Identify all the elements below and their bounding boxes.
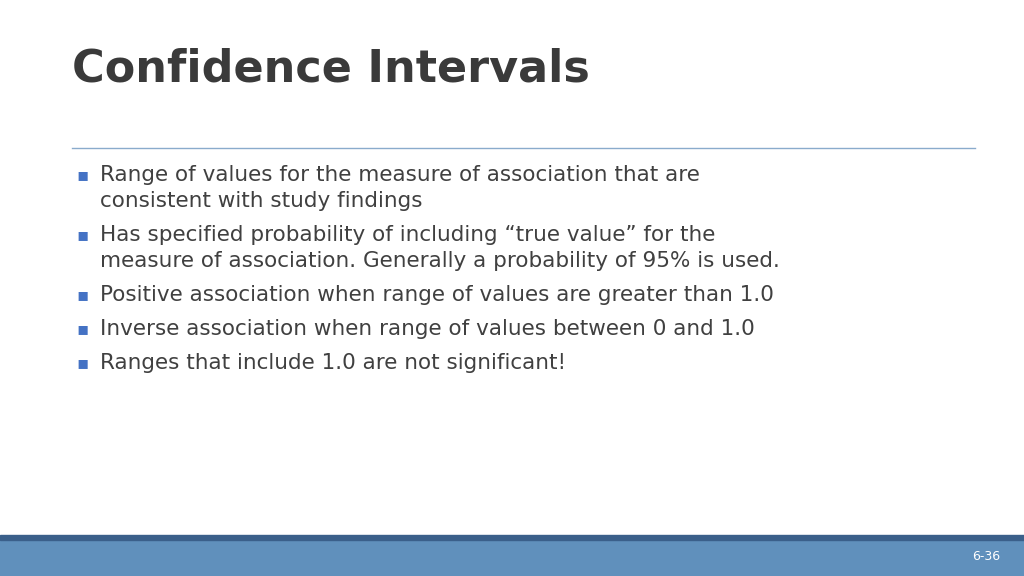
Bar xyxy=(0,540,1024,576)
Text: consistent with study findings: consistent with study findings xyxy=(100,191,423,211)
Text: Ranges that include 1.0 are not significant!: Ranges that include 1.0 are not signific… xyxy=(100,353,566,373)
Text: ▪: ▪ xyxy=(76,286,88,304)
Text: Has specified probability of including “true value” for the: Has specified probability of including “… xyxy=(100,225,716,245)
Text: 6-36: 6-36 xyxy=(972,551,1000,563)
Text: Range of values for the measure of association that are: Range of values for the measure of assoc… xyxy=(100,165,699,185)
Text: ▪: ▪ xyxy=(76,166,88,184)
Text: Positive association when range of values are greater than 1.0: Positive association when range of value… xyxy=(100,285,774,305)
Text: Inverse association when range of values between 0 and 1.0: Inverse association when range of values… xyxy=(100,319,755,339)
Text: measure of association. Generally a probability of 95% is used.: measure of association. Generally a prob… xyxy=(100,251,780,271)
Bar xyxy=(0,535,1024,540)
Text: ▪: ▪ xyxy=(76,354,88,372)
Text: Confidence Intervals: Confidence Intervals xyxy=(72,48,590,91)
Text: ▪: ▪ xyxy=(76,226,88,244)
Text: ▪: ▪ xyxy=(76,320,88,338)
